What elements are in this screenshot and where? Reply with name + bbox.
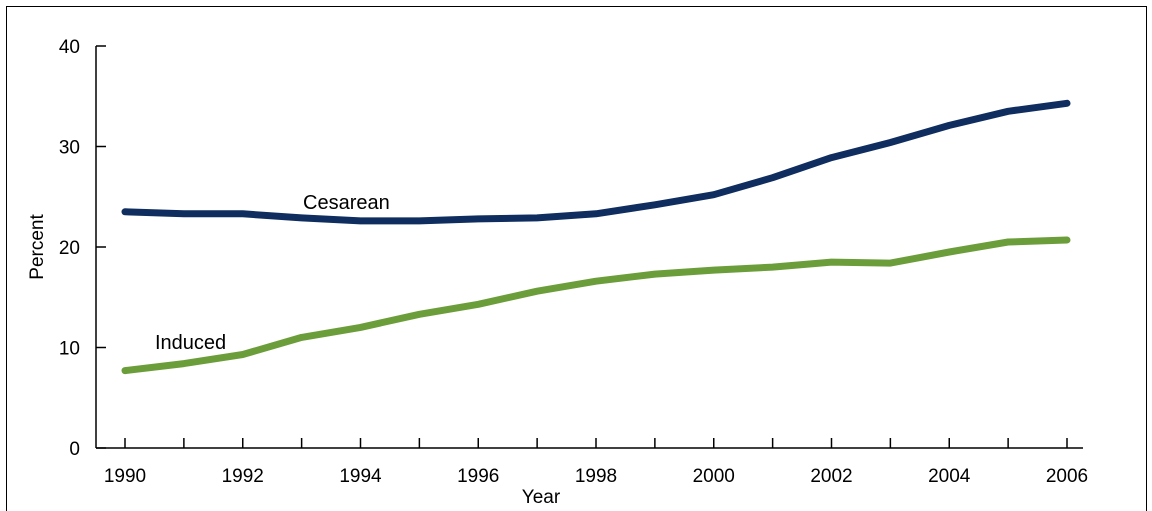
labels-layer: Percent Year Cesarean Induced [27, 192, 561, 508]
chart-frame [6, 6, 1147, 511]
axes: 0 10 20 30 40 1990 1992 1994 1996 1998 2000 2002 200… [59, 37, 1088, 487]
x-tick-label: 1996 [457, 466, 499, 487]
x-tick-label: 2002 [810, 466, 852, 487]
x-tick-label: 2004 [928, 466, 971, 487]
series-label-induced: Induced [155, 332, 226, 354]
series-label-cesarean: Cesarean [303, 192, 390, 214]
series-line-cesarean [121, 99, 1071, 225]
x-tick-label: 1992 [222, 466, 264, 487]
x-axis-title: Year [522, 487, 561, 508]
y-tick-label: 30 [59, 138, 80, 159]
y-axis-title: Percent [27, 214, 48, 280]
y-tick-label: 40 [59, 37, 80, 58]
x-tick-label: 1998 [575, 466, 617, 487]
y-tick-label: 20 [59, 238, 80, 259]
x-tick-label: 2006 [1046, 466, 1088, 487]
series-layer [121, 99, 1071, 375]
x-tick-label: 1990 [104, 466, 146, 487]
x-tick-label: 1994 [339, 466, 382, 487]
x-tick-label: 2000 [693, 466, 735, 487]
y-tick-label: 10 [59, 339, 80, 360]
series-line-induced [121, 236, 1071, 375]
y-tick-label: 0 [69, 439, 80, 460]
